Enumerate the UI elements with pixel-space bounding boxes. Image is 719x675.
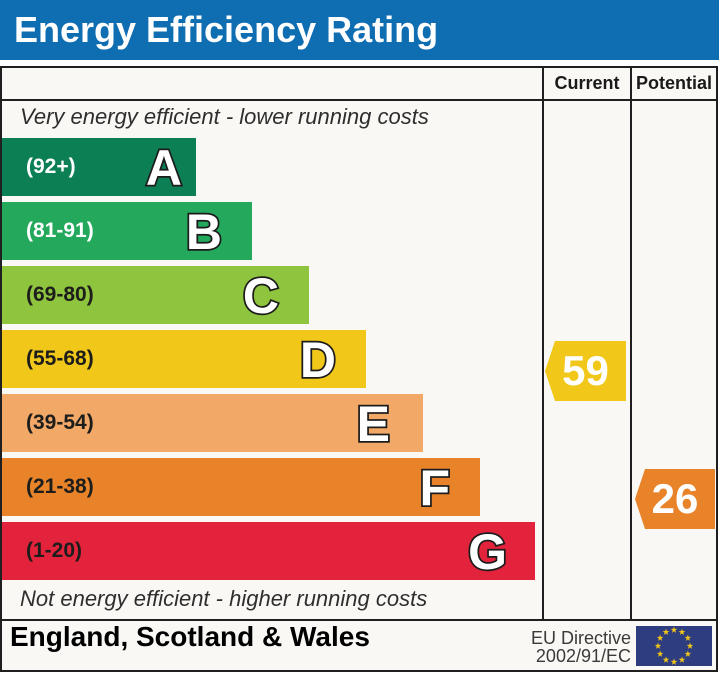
band-f-letter: F bbox=[419, 460, 450, 516]
band-a-letter-outline: A bbox=[144, 140, 184, 196]
band-a: (92+) A A bbox=[2, 138, 196, 196]
band-d: (55-68) D D bbox=[2, 330, 366, 388]
band-g-letter: G bbox=[468, 524, 507, 580]
band-b-letter-outline: B bbox=[184, 204, 224, 260]
footer-border bbox=[2, 619, 716, 621]
eu-directive-line1: EU Directive bbox=[530, 628, 631, 648]
band-c-letter-outline: C bbox=[241, 268, 281, 324]
potential-rating-value: 26 bbox=[651, 475, 699, 522]
band-f-range: (21-38) bbox=[26, 475, 94, 498]
band-g-range: (1-20) bbox=[26, 539, 83, 562]
band-d-letter-outline: D bbox=[298, 332, 338, 388]
potential-column-divider bbox=[630, 68, 632, 621]
band-d-range: (55-68) bbox=[26, 347, 94, 370]
band-g: (1-20) G G bbox=[2, 522, 535, 580]
footer-region-label: England, Scotland & Wales bbox=[10, 621, 370, 652]
current-column-divider bbox=[542, 68, 544, 621]
eu-directive-line2: 2002/91/EC bbox=[535, 646, 631, 666]
band-b-range: (81-91) bbox=[26, 219, 94, 242]
band-a-letter: A bbox=[145, 140, 182, 196]
band-c-letter: C bbox=[242, 268, 279, 324]
band-c: (69-80) C C bbox=[2, 266, 309, 324]
bottom-note: Not energy efficient - higher running co… bbox=[20, 586, 428, 611]
band-d-letter: D bbox=[299, 332, 336, 388]
band-c-range: (69-80) bbox=[26, 283, 94, 306]
band-f: (21-38) F F bbox=[2, 458, 480, 516]
band-e-range: (39-54) bbox=[26, 411, 94, 434]
band-e-letter: E bbox=[356, 396, 390, 452]
band-a-range: (92+) bbox=[26, 155, 76, 178]
top-note: Very energy efficient - lower running co… bbox=[20, 104, 429, 129]
band-b: (81-91) B B bbox=[2, 202, 252, 260]
band-e: (39-54) E E bbox=[2, 394, 423, 452]
eu-directive-label: EU Directive 2002/91/EC bbox=[531, 629, 631, 665]
potential-rating-pointer: 26 bbox=[635, 469, 715, 529]
band-b-letter: B bbox=[185, 204, 222, 260]
chart-title: Energy Efficiency Rating bbox=[14, 9, 439, 50]
band-e-letter-outline: E bbox=[355, 396, 392, 452]
footer-row: England, Scotland & Wales EU Directive 2… bbox=[2, 621, 716, 670]
current-rating-pointer: 59 bbox=[545, 341, 626, 401]
column-header-border bbox=[2, 99, 716, 101]
eu-flag-icon bbox=[636, 626, 712, 666]
band-f-letter-outline: F bbox=[418, 460, 452, 516]
band-g-letter-outline: G bbox=[466, 524, 508, 580]
current-rating-value: 59 bbox=[562, 347, 609, 394]
potential-column-header: Potential bbox=[635, 73, 712, 93]
current-column-header: Current bbox=[554, 73, 620, 93]
title-bar: Energy Efficiency Rating bbox=[0, 0, 719, 60]
rating-table: Current Potential Very energy efficient … bbox=[0, 66, 718, 672]
